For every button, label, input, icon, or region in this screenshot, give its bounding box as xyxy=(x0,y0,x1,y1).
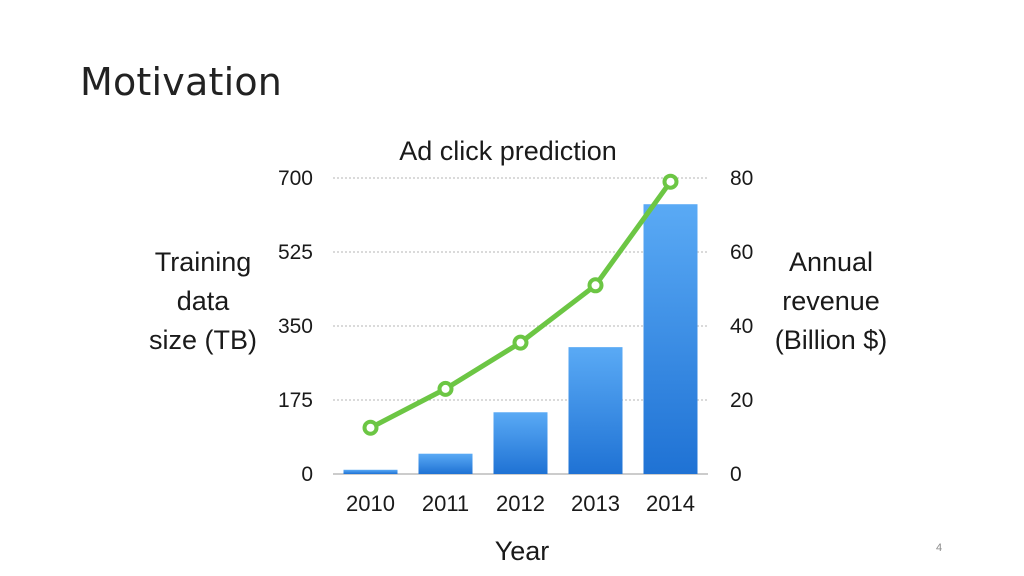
x-tick-label: 2012 xyxy=(496,491,545,516)
y-axis-label-line: Training xyxy=(155,247,252,277)
revenue-point-2013 xyxy=(587,277,604,294)
left-tick-label: 0 xyxy=(301,463,313,486)
bar-2010 xyxy=(343,469,398,474)
right-tick-label: 20 xyxy=(730,389,753,412)
x-tick-label: 2013 xyxy=(571,491,620,516)
x-tick-label: 2014 xyxy=(646,491,695,516)
axis-ticks: 0 175 350 525 700 0 20 40 60 80 2010 2011 2012 2013 20… xyxy=(278,167,753,516)
revenue-point-2011 xyxy=(437,380,454,397)
bar-series xyxy=(343,204,698,474)
y2-axis-label-line: Annual xyxy=(789,247,873,277)
revenue-point-2010 xyxy=(362,419,379,436)
left-tick-label: 350 xyxy=(278,315,313,338)
left-tick-label: 525 xyxy=(278,241,313,264)
left-tick-label: 175 xyxy=(278,389,313,412)
revenue-point-2012 xyxy=(512,334,529,351)
chart-title: Ad click prediction xyxy=(399,136,617,166)
bar-2014 xyxy=(643,204,698,474)
x-tick-label: 2010 xyxy=(346,491,395,516)
y-axis-label-line: data xyxy=(177,286,231,316)
axis-side-labels: Training data size (TB) Annual revenue (Billi… xyxy=(149,247,887,355)
y-axis-label-line: size (TB) xyxy=(149,325,257,355)
slide-title: Motivation xyxy=(80,60,283,104)
x-tick-label: 2011 xyxy=(422,491,469,516)
y2-axis-label-line: (Billion $) xyxy=(775,325,888,355)
bar-2012 xyxy=(493,412,548,474)
y2-axis-label-line: revenue xyxy=(782,286,880,316)
right-tick-label: 60 xyxy=(730,241,753,264)
page-number: 4 xyxy=(936,542,943,554)
revenue-point-2014 xyxy=(662,173,679,190)
right-tick-label: 0 xyxy=(730,463,742,486)
x-axis-label: Year xyxy=(495,536,550,566)
right-tick-label: 80 xyxy=(730,167,753,190)
bar-2011 xyxy=(418,453,473,474)
bar-2013 xyxy=(568,347,623,474)
right-tick-label: 40 xyxy=(730,315,753,338)
left-tick-label: 700 xyxy=(278,167,313,190)
revenue-line xyxy=(368,179,673,431)
line-series xyxy=(362,173,679,436)
